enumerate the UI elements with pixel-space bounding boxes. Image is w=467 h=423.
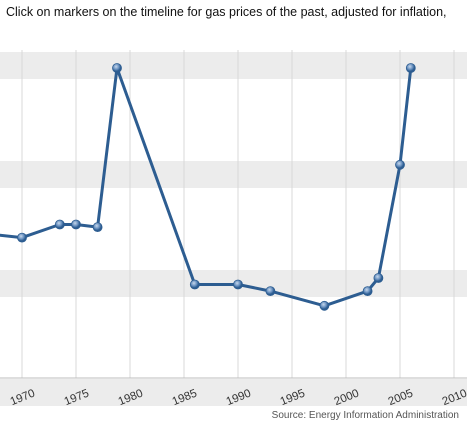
timeline-marker[interactable] xyxy=(92,222,103,233)
timeline-marker[interactable] xyxy=(405,63,416,73)
chart-band xyxy=(0,379,467,406)
timeline-marker[interactable] xyxy=(395,159,405,170)
timeline-marker[interactable] xyxy=(373,273,384,283)
intro-line-2: s. xyxy=(0,20,467,36)
timeline-marker[interactable] xyxy=(189,279,200,290)
timeline-marker[interactable] xyxy=(71,219,81,230)
timeline-marker[interactable] xyxy=(362,286,373,297)
timeline-marker[interactable] xyxy=(233,279,243,290)
chart-band xyxy=(0,52,467,79)
timeline-marker[interactable] xyxy=(17,232,27,243)
chart-background xyxy=(0,52,467,406)
source-note: Source: Energy Information Administratio… xyxy=(271,410,459,421)
timeline-marker[interactable] xyxy=(265,286,276,297)
timeline-marker[interactable] xyxy=(54,219,65,230)
timeline-marker[interactable] xyxy=(319,300,330,311)
timeline-marker[interactable] xyxy=(112,63,122,73)
intro-text: Click on markers on the timeline for gas… xyxy=(0,4,467,36)
intro-line-1: Click on markers on the timeline for gas… xyxy=(6,5,447,19)
chart-band xyxy=(0,161,467,188)
timeline-markers xyxy=(17,63,416,311)
